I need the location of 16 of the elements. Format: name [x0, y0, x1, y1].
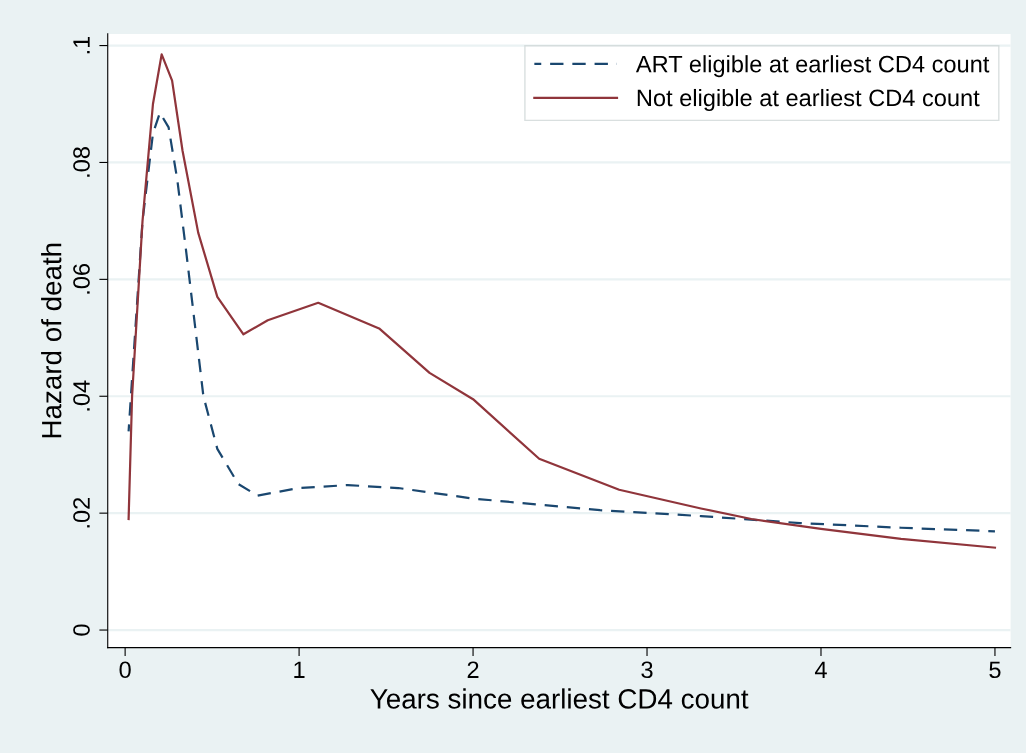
y-tick-label: .1	[73, 36, 90, 54]
legend-label: Not eligible at earliest CD4 count	[637, 88, 980, 111]
y-tick-label: .06	[73, 263, 90, 294]
y-tick-label: .08	[73, 147, 90, 177]
x-tick-label: 3	[641, 661, 653, 679]
legend-label: ART eligible at earliest CD4 count	[635, 55, 990, 78]
x-tick-label: 4	[814, 661, 827, 678]
x-tick-label: 5	[989, 661, 1001, 679]
y-tick-label: 0	[73, 624, 90, 636]
x-axis-title: Years since earliest CD4 count	[370, 688, 749, 709]
y-tick-label: .04	[73, 380, 90, 411]
y-tick-label: .02	[73, 497, 90, 528]
x-tick-label: 0	[119, 661, 131, 679]
x-tick-label: 2	[467, 661, 479, 678]
x-tick-label: 1	[294, 661, 305, 678]
y-axis-title: Hazard of death	[41, 243, 62, 438]
